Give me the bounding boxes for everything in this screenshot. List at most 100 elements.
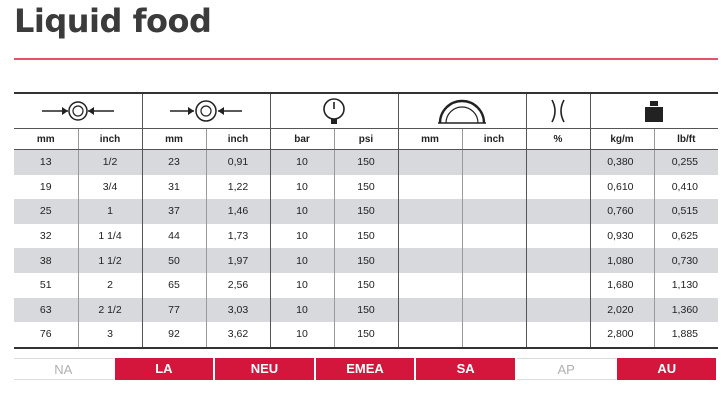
table-row: 51 2 65 2,56 10 150 1,680 1,130	[14, 272, 718, 298]
inner-diameter-icon	[41, 101, 114, 121]
table-cell: 63	[14, 297, 78, 323]
table-cell: 10	[269, 223, 334, 249]
table-row: 63 2 1/2 77 3,03 10 150 2,020 1,360	[14, 297, 718, 323]
table-cell: 10	[269, 174, 334, 200]
table-cell	[461, 199, 526, 224]
table-cell: 10	[269, 199, 334, 224]
table-cell: 1/2	[77, 149, 142, 175]
col-header: inch	[205, 128, 270, 150]
table-cell: 25	[14, 199, 78, 224]
bend-radius-icon	[438, 99, 486, 124]
table-cell: 31	[141, 174, 206, 200]
region-ap: AP	[516, 358, 618, 380]
table-cell: 0,91	[205, 149, 270, 175]
table-cell: 76	[14, 322, 78, 349]
table-cell: 44	[141, 223, 206, 249]
title-divider	[14, 58, 718, 60]
weight-icon	[645, 101, 664, 122]
table-cell: 0,515	[653, 199, 718, 224]
table-cell: 1,73	[205, 223, 270, 249]
table-cell: 13	[14, 149, 78, 175]
table-cell: 19	[14, 174, 78, 200]
table-row: 19 3/4 31 1,22 10 150 0,610 0,410	[14, 174, 718, 200]
table-row: 32 1 1/4 44 1,73 10 150 0,930 0,625	[14, 223, 718, 249]
table-cell	[397, 223, 462, 249]
col-header: mm	[397, 128, 462, 150]
table-cell: 150	[333, 199, 398, 224]
table-row: 38 1 1/2 50 1,97 10 150 1,080 0,730	[14, 248, 718, 273]
table-cell: 0,730	[653, 248, 718, 273]
table-cell: 65	[141, 272, 206, 298]
col-header: inch	[461, 128, 526, 150]
table-cell: 92	[141, 322, 206, 349]
col-header: kg/m	[589, 128, 654, 150]
table-row: 13 1/2 23 0,91 10 150 0,380 0,255	[14, 149, 718, 175]
table-cell	[397, 248, 462, 273]
table-cell	[397, 297, 462, 323]
table-cell	[525, 248, 590, 273]
table-cell: 50	[141, 248, 206, 273]
table-cell: 2	[77, 272, 142, 298]
spec-table: mm inch mm inch bar psi mm inch % kg/m l…	[14, 92, 718, 349]
table-cell	[525, 223, 590, 249]
table-cell: 10	[269, 149, 334, 175]
col-header: lb/ft	[653, 128, 718, 150]
table-cell	[397, 322, 462, 349]
table-cell: 2,020	[589, 297, 654, 323]
table-cell: 1,22	[205, 174, 270, 200]
table-cell: 3/4	[77, 174, 142, 200]
table-cell	[461, 149, 526, 175]
table-cell: 3	[77, 322, 142, 349]
table-cell	[461, 248, 526, 273]
table-cell: 1,080	[589, 248, 654, 273]
page-title: Liquid food	[14, 2, 212, 40]
table-cell: 1,360	[653, 297, 718, 323]
table-cell: 77	[141, 297, 206, 323]
table-cell: 38	[14, 248, 78, 273]
table-cell: 10	[269, 272, 334, 298]
col-header: mm	[14, 128, 78, 150]
outer-diameter-cell	[141, 92, 270, 129]
table-cell: 1,97	[205, 248, 270, 273]
table-cell: 0,255	[653, 149, 718, 175]
vacuum-cell	[525, 92, 590, 129]
region-bar: NA LA NEU EMEA SA AP AU	[14, 358, 719, 380]
table-cell	[461, 297, 526, 323]
table-cell: 1,885	[653, 322, 718, 349]
table-cell	[525, 149, 590, 175]
table-cell: 2 1/2	[77, 297, 142, 323]
pressure-gauge-icon	[323, 98, 345, 124]
table-cell	[397, 149, 462, 175]
table-cell: 150	[333, 272, 398, 298]
bend-radius-cell	[397, 92, 526, 129]
table-cell	[397, 272, 462, 298]
region-au: AU	[617, 358, 719, 380]
col-header: bar	[269, 128, 334, 150]
inner-diameter-cell	[14, 92, 142, 129]
table-cell	[525, 322, 590, 349]
table-cell: 10	[269, 322, 334, 349]
table-cell: 1,680	[589, 272, 654, 298]
table-row: 25 1 37 1,46 10 150 0,760 0,515	[14, 199, 718, 224]
table-cell: 2,56	[205, 272, 270, 298]
table-cell: 0,625	[653, 223, 718, 249]
table-cell: 150	[333, 248, 398, 273]
region-la: LA	[114, 358, 216, 380]
table-cell: 37	[141, 199, 206, 224]
col-header: mm	[141, 128, 206, 150]
table-cell: 1,46	[205, 199, 270, 224]
table-cell: 1	[77, 199, 142, 224]
region-neu: NEU	[215, 358, 316, 380]
table-cell: 3,03	[205, 297, 270, 323]
table-cell: 0,610	[589, 174, 654, 200]
table-cell: 0,380	[589, 149, 654, 175]
region-emea: EMEA	[315, 358, 417, 380]
table-cell	[525, 174, 590, 200]
pressure-cell	[269, 92, 398, 129]
vacuum-icon	[551, 99, 565, 123]
table-cell: 150	[333, 223, 398, 249]
table-cell	[461, 322, 526, 349]
weight-cell	[589, 92, 718, 129]
table-cell: 23	[141, 149, 206, 175]
table-cell: 150	[333, 149, 398, 175]
